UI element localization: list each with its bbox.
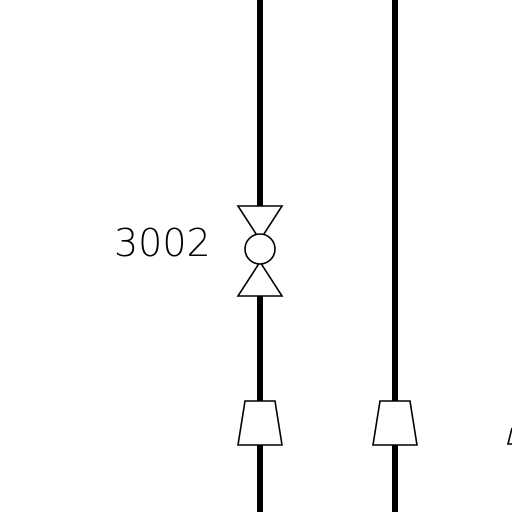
- valve-lower-triangle: [236, 260, 284, 297]
- partial-edge-symbol: [506, 427, 512, 445]
- reducer-icon[interactable]: [372, 400, 418, 446]
- valve-body-circle: [244, 233, 276, 265]
- globe-valve-icon[interactable]: [236, 205, 284, 297]
- reducer-icon[interactable]: [237, 400, 283, 446]
- valve-upper-triangle: [236, 205, 284, 242]
- valve-tag-label: 3002: [114, 221, 211, 265]
